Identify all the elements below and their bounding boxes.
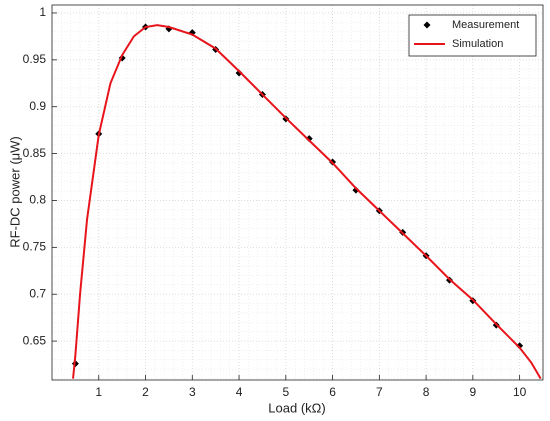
y-tick-label: 0.8 — [29, 193, 46, 207]
plot-area — [52, 5, 543, 380]
y-tick-label: 0.7 — [29, 286, 46, 300]
legend-label: Simulation — [452, 38, 503, 50]
legend-label: Measurement — [452, 19, 519, 31]
x-tick-label: 10 — [513, 385, 527, 399]
y-tick-label: 0.9 — [29, 99, 46, 113]
grid — [52, 5, 543, 380]
legend-box — [408, 14, 537, 57]
y-tick-label: 1 — [39, 5, 46, 19]
x-tick-label: 5 — [282, 385, 289, 399]
y-tick-label: 0.95 — [23, 52, 47, 66]
x-tick-label: 7 — [376, 385, 383, 399]
x-tick-label: 6 — [329, 385, 336, 399]
legend-marker — [423, 21, 431, 29]
axes-box — [51, 4, 544, 381]
x-tick-label: 1 — [95, 385, 102, 399]
x-axis-label: Load (kΩ) — [268, 400, 325, 415]
data — [71, 23, 542, 380]
y-tick-label: 0.75 — [23, 240, 47, 254]
x-tick-label: 8 — [423, 385, 430, 399]
x-tick-label: 9 — [470, 385, 477, 399]
y-axis-label: RF-DC power (μW) — [7, 136, 22, 247]
y-tick-label: 0.65 — [23, 333, 47, 347]
measurement-point — [235, 69, 243, 77]
simulation-line — [72, 24, 542, 380]
x-tick-label: 4 — [236, 385, 243, 399]
legend: Measurement Simulation — [408, 14, 537, 57]
measurement-point — [305, 135, 313, 143]
measurement-point — [516, 342, 524, 350]
x-tick-label: 3 — [189, 385, 196, 399]
measurement-point — [352, 186, 360, 194]
x-tick-label: 2 — [142, 385, 149, 399]
y-tick-label: 0.85 — [23, 146, 47, 160]
